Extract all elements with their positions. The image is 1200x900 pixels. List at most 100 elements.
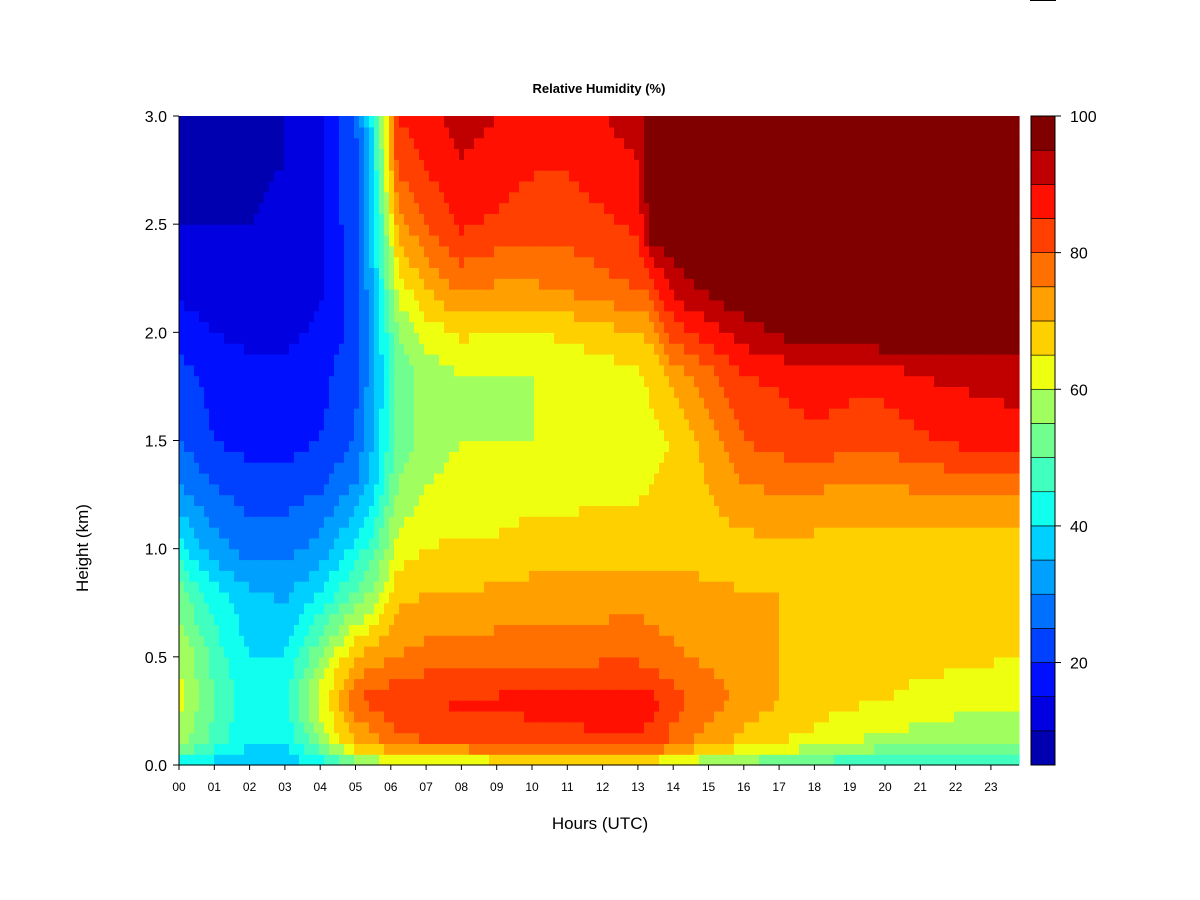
heatmap-cell <box>544 483 550 496</box>
heatmap-cell <box>739 754 745 766</box>
heatmap-cell <box>924 689 930 701</box>
heatmap-cell <box>584 451 590 463</box>
heatmap-cell <box>939 548 945 561</box>
heatmap-cell <box>234 721 240 734</box>
heatmap-cell <box>709 732 715 744</box>
heatmap-cell <box>759 581 765 593</box>
heatmap-cell <box>674 689 680 701</box>
heatmap-cell <box>704 689 710 701</box>
heatmap-cell <box>354 570 360 582</box>
heatmap-cell <box>239 613 245 625</box>
heatmap-cell <box>994 570 1000 582</box>
heatmap-cell <box>1009 516 1015 528</box>
heatmap-cell <box>549 710 555 723</box>
heatmap-cell <box>894 581 900 593</box>
heatmap-cell <box>449 613 455 625</box>
heatmap-cell <box>879 635 885 647</box>
heatmap-cell <box>784 505 790 517</box>
heatmap-cell <box>314 440 320 452</box>
heatmap-cell <box>979 700 985 712</box>
heatmap-cell <box>574 743 580 755</box>
heatmap-cell <box>589 656 595 669</box>
heatmap-cell <box>394 581 400 593</box>
heatmap-cell <box>844 743 850 755</box>
heatmap-cell <box>409 710 415 723</box>
heatmap-cell <box>869 689 875 701</box>
heatmap-cell <box>589 602 595 615</box>
heatmap-cell <box>1014 581 1020 593</box>
heatmap-cell <box>714 721 720 734</box>
heatmap-cell <box>949 754 955 766</box>
heatmap-cell <box>759 721 765 734</box>
heatmap-cell <box>274 548 280 561</box>
heatmap-cell <box>824 689 830 701</box>
heatmap-cell <box>929 656 935 669</box>
heatmap-cell <box>879 472 885 485</box>
heatmap-cell <box>1004 710 1010 723</box>
heatmap-cell <box>579 721 585 734</box>
heatmap-cell <box>979 678 985 690</box>
heatmap-cell <box>634 732 640 744</box>
heatmap-cell <box>879 483 885 496</box>
heatmap-cell <box>894 570 900 582</box>
heatmap-cell <box>659 646 665 658</box>
heatmap-cell <box>784 613 790 625</box>
heatmap-cell <box>624 462 630 474</box>
heatmap-cell <box>769 721 775 734</box>
heatmap-cell <box>534 678 540 690</box>
heatmap-cell <box>944 494 950 506</box>
heatmap-cell <box>234 559 240 571</box>
heatmap-cell <box>944 754 950 766</box>
heatmap-cell <box>814 462 820 474</box>
heatmap-cell <box>914 646 920 658</box>
heatmap-cell <box>669 581 675 593</box>
heatmap-cell <box>264 581 270 593</box>
heatmap-cell <box>479 721 485 734</box>
heatmap-cell <box>389 678 395 690</box>
heatmap-cell <box>529 472 535 485</box>
heatmap-cell <box>479 646 485 658</box>
heatmap-cell <box>334 505 340 517</box>
heatmap-cell <box>844 516 850 528</box>
heatmap-cell <box>959 667 965 680</box>
heatmap-cell <box>739 570 745 582</box>
heatmap-cell <box>1004 548 1010 561</box>
heatmap-cell <box>569 721 575 734</box>
heatmap-cell <box>754 700 760 712</box>
heatmap-cell <box>679 451 685 463</box>
heatmap-cell <box>669 527 675 539</box>
heatmap-cell <box>999 505 1005 517</box>
heatmap-cell <box>904 505 910 517</box>
heatmap-cell <box>444 494 450 506</box>
heatmap-cell <box>759 613 765 625</box>
heatmap-cell <box>554 548 560 561</box>
heatmap-cell <box>229 678 235 690</box>
heatmap-cell <box>679 516 685 528</box>
heatmap-cell <box>224 451 230 463</box>
heatmap-cell <box>204 559 210 571</box>
heatmap-cell <box>509 527 515 539</box>
heatmap-cell <box>354 710 360 723</box>
heatmap-cell <box>974 451 980 463</box>
heatmap-cell <box>984 559 990 571</box>
heatmap-cell <box>634 548 640 561</box>
heatmap-cell <box>684 721 690 734</box>
heatmap-cell <box>709 700 715 712</box>
heatmap-cell <box>379 570 385 582</box>
heatmap-cell <box>729 527 735 539</box>
heatmap-cell <box>539 472 545 485</box>
heatmap-cell <box>949 700 955 712</box>
heatmap-cell <box>734 570 740 582</box>
heatmap-cell <box>929 602 935 615</box>
heatmap-cell <box>314 527 320 539</box>
heatmap-cell <box>704 646 710 658</box>
heatmap-cell <box>279 624 285 636</box>
heatmap-cell <box>539 710 545 723</box>
heatmap-cell <box>784 624 790 636</box>
heatmap-cell <box>714 559 720 571</box>
heatmap-cell <box>874 602 880 615</box>
heatmap-cell <box>294 581 300 593</box>
heatmap-cell <box>649 613 655 625</box>
heatmap-cell <box>709 494 715 506</box>
heatmap-cell <box>189 743 195 755</box>
